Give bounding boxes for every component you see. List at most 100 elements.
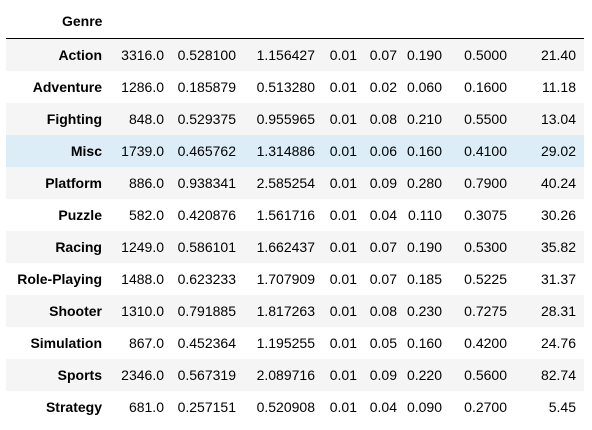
column-header-blank xyxy=(172,4,244,39)
table-cell: 0.09 xyxy=(369,174,397,191)
table-cell: 1.662437 xyxy=(256,238,315,255)
table-cell: 0.01 xyxy=(329,366,357,383)
row-index-label: Puzzle xyxy=(58,206,102,223)
table-cell: 1286.0 xyxy=(121,78,164,95)
column-header-blank xyxy=(110,4,172,39)
row-index-label: Simulation xyxy=(30,334,102,351)
table-cell: 0.230 xyxy=(406,302,442,319)
table-cell: 29.02 xyxy=(540,142,576,159)
column-header-blank xyxy=(515,4,584,39)
table-cell: 0.1600 xyxy=(464,78,507,95)
table-cell: 0.01 xyxy=(329,46,357,63)
row-index-label: Strategy xyxy=(45,398,102,415)
table-row: Sports 2346.0 0.567319 2.089716 0.01 0.09 0.22… xyxy=(6,358,584,391)
table-cell: 13.04 xyxy=(540,110,576,127)
table-cell: 0.07 xyxy=(369,238,397,255)
index-name-row: Genre xyxy=(6,4,584,39)
table-cell: 0.513280 xyxy=(256,78,315,95)
table-cell: 0.220 xyxy=(406,366,442,383)
table-cell: 0.7900 xyxy=(464,174,507,191)
table-cell: 0.04 xyxy=(369,206,397,223)
table-cell: 0.185879 xyxy=(177,78,236,95)
table-cell: 0.791885 xyxy=(177,302,236,319)
table-cell: 2.089716 xyxy=(256,366,315,383)
table-cell: 0.060 xyxy=(406,78,442,95)
table-cell: 681.0 xyxy=(128,398,164,415)
row-index-label: Shooter xyxy=(49,302,102,319)
table-row: Shooter 1310.0 0.791885 1.817263 0.01 0.08 0.2… xyxy=(6,294,584,327)
table-cell: 35.82 xyxy=(540,238,576,255)
table-cell: 0.01 xyxy=(329,174,357,191)
table-cell: 0.210 xyxy=(406,110,442,127)
table-cell: 1.561716 xyxy=(256,206,315,223)
table-cell: 0.4200 xyxy=(464,334,507,351)
table-cell: 0.529375 xyxy=(177,110,236,127)
table-cell: 0.01 xyxy=(329,238,357,255)
table-cell: 0.520908 xyxy=(256,398,315,415)
table-cell: 0.01 xyxy=(329,270,357,287)
genre-stats-table: Genre Action 3316.0 0.528100 1.156427 0.01 0.… xyxy=(6,4,584,423)
table-cell: 1739.0 xyxy=(121,142,164,159)
row-index-label: Fighting xyxy=(46,110,102,127)
table-cell: 0.623233 xyxy=(177,270,236,287)
table-cell: 0.7275 xyxy=(464,302,507,319)
table-cell: 0.452364 xyxy=(177,334,236,351)
table-cell: 24.76 xyxy=(540,334,576,351)
table-cell: 0.090 xyxy=(406,398,442,415)
table-cell: 582.0 xyxy=(128,206,164,223)
table-cell: 0.586101 xyxy=(177,238,236,255)
table-cell: 0.01 xyxy=(329,206,357,223)
table-row: Simulation 867.0 0.452364 1.195255 0.01 0.05 0… xyxy=(6,326,584,359)
table-cell: 0.05 xyxy=(369,334,397,351)
table-cell: 0.2700 xyxy=(464,398,507,415)
table-row: Adventure 1286.0 0.185879 0.513280 0.01 0.02 0… xyxy=(6,70,584,103)
table-cell: 0.01 xyxy=(329,142,357,159)
table-cell: 0.08 xyxy=(369,302,397,319)
table-cell: 28.31 xyxy=(540,302,576,319)
table-cell: 2.585254 xyxy=(256,174,315,191)
table-cell: 0.280 xyxy=(406,174,442,191)
table-cell: 0.04 xyxy=(369,398,397,415)
column-header-blank xyxy=(450,4,515,39)
table-cell: 1.707909 xyxy=(256,270,315,287)
column-header-blank xyxy=(323,4,365,39)
table-cell: 0.4100 xyxy=(464,142,507,159)
table-cell: 0.190 xyxy=(406,46,442,63)
table-cell: 0.5225 xyxy=(464,270,507,287)
row-index-label: Misc xyxy=(70,142,102,159)
table-cell: 0.01 xyxy=(329,398,357,415)
table-cell: 30.26 xyxy=(540,206,576,223)
table-cell: 21.40 xyxy=(540,46,576,63)
table-row: Puzzle 582.0 0.420876 1.561716 0.01 0.04 0.110… xyxy=(6,198,584,231)
table-cell: 1.314886 xyxy=(256,142,315,159)
table-cell: 1488.0 xyxy=(121,270,164,287)
row-index-label: Racing xyxy=(55,238,102,255)
table-cell: 0.01 xyxy=(329,302,357,319)
table-cell: 0.420876 xyxy=(177,206,236,223)
table-cell: 0.5500 xyxy=(464,110,507,127)
table-cell: 0.5600 xyxy=(464,366,507,383)
table-cell: 0.465762 xyxy=(177,142,236,159)
table-cell: 0.190 xyxy=(406,238,442,255)
table-cell: 0.528100 xyxy=(177,46,236,63)
table-cell: 0.567319 xyxy=(177,366,236,383)
table-cell: 3316.0 xyxy=(121,46,164,63)
table-cell: 0.160 xyxy=(406,142,442,159)
table-cell: 867.0 xyxy=(128,334,164,351)
table-cell: 1.195255 xyxy=(256,334,315,351)
table-cell: 1.156427 xyxy=(256,46,315,63)
table-cell: 848.0 xyxy=(128,110,164,127)
table-cell: 1249.0 xyxy=(121,238,164,255)
table-row: Role-Playing 1488.0 0.623233 1.707909 0.01 0.… xyxy=(6,262,584,295)
table-body: Action 3316.0 0.528100 1.156427 0.01 0.07 0.19… xyxy=(6,38,584,423)
row-index-label: Sports xyxy=(57,366,102,383)
row-index-label: Role-Playing xyxy=(17,270,102,287)
table-row: Platform 886.0 0.938341 2.585254 0.01 0.09 0.2… xyxy=(6,166,584,199)
table-cell: 5.45 xyxy=(548,398,576,415)
table-cell: 0.955965 xyxy=(256,110,315,127)
table-cell: 0.01 xyxy=(329,78,357,95)
table-cell: 31.37 xyxy=(540,270,576,287)
table-cell: 0.5000 xyxy=(464,46,507,63)
table-cell: 1.817263 xyxy=(256,302,315,319)
table-row: Racing 1249.0 0.586101 1.662437 0.01 0.07 0.19… xyxy=(6,230,584,263)
